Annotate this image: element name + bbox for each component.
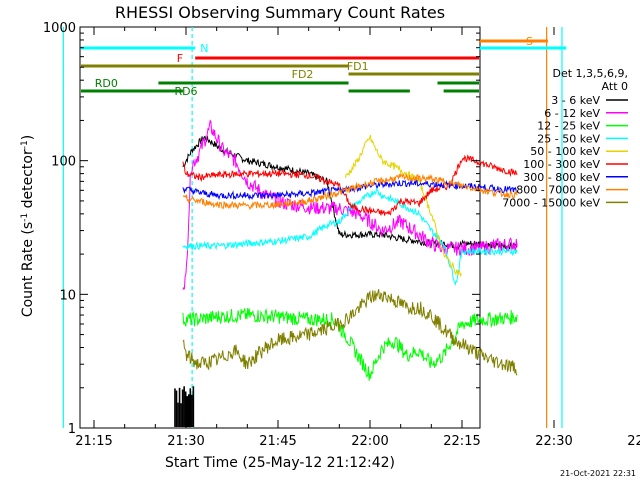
flag-label-n: N (200, 42, 208, 55)
y-tick-label: 100 (51, 155, 76, 170)
y-label-sup2: -1 (20, 140, 30, 149)
observing-state-lines (62, 27, 563, 428)
legend-entry-label: 50 - 100 keV (530, 145, 600, 158)
flag-label-rd6: RD6 (174, 85, 197, 98)
x-tick-label: 22:30 (535, 434, 572, 449)
x-tick-label: 22:45 (627, 434, 640, 449)
series-800-7000-kev (182, 173, 518, 211)
x-tick-label: 22:00 (351, 434, 388, 449)
legend-entry-label: 100 - 300 keV (523, 158, 600, 171)
flag-bars: N S F FD1 FD2 RD0 RD6 (81, 35, 567, 98)
y-tick-label: 1000 (43, 21, 76, 36)
x-tick-label: 21:30 (167, 434, 204, 449)
series-100-300-kev (182, 154, 518, 216)
series-group (174, 119, 518, 427)
legend-entry-label: 800 - 7000 keV (516, 184, 600, 197)
legend-entry-label: 12 - 25 keV (537, 120, 600, 133)
x-tick-label: 22:15 (443, 434, 480, 449)
chart-title: RHESSI Observing Summary Count Rates (115, 3, 445, 22)
plot-border (79, 26, 481, 429)
x-tick-label: 21:15 (75, 434, 112, 449)
flag-label-rd0: RD0 (95, 77, 118, 90)
y-label-mid: detector (20, 149, 36, 213)
generation-timestamp: 21-Oct-2021 22:31 (560, 469, 636, 478)
y-axis-label: Count Rate (s-1 detector-1) (20, 135, 36, 317)
x-axis-label: Start Time (25-May-12 21:12:42) (165, 455, 395, 471)
series-25-50-kev (182, 186, 518, 286)
flag-label-fd2: FD2 (292, 68, 314, 81)
flag-label-f: F (177, 52, 183, 65)
y-label-sup1: -1 (20, 213, 30, 222)
series-7000-15000-kev (182, 289, 518, 376)
series-3-6-kev (182, 135, 518, 252)
legend-entry-label: 25 - 50 keV (537, 132, 600, 145)
flag-label-s: S (526, 35, 533, 48)
x-tick-label: 21:45 (259, 434, 296, 449)
y-tick-label: 10 (59, 288, 76, 303)
axis-ticks: 21:15 21:30 21:45 22:00 22:15 22:30 22:45 1 10 10… (43, 21, 640, 449)
y-label-end: ) (20, 135, 36, 140)
flag-label-fd1: FD1 (347, 60, 369, 73)
legend-entry-label: 6 - 12 keV (544, 107, 600, 120)
legend-title-attenuator: Att 0 (602, 80, 628, 93)
plot-frame (79, 26, 481, 429)
legend-entry-label: 7000 - 15000 keV (502, 196, 600, 209)
series-12-25-kev (182, 307, 518, 381)
y-tick-label: 1 (68, 422, 76, 437)
y-label-main: Count Rate (s (20, 222, 36, 317)
legend-entry-label: 3 - 6 keV (551, 94, 600, 107)
legend-title-detectors: Det 1,3,5,6,9, (552, 67, 628, 80)
legend-entry-label: 300 - 800 keV (523, 171, 600, 184)
